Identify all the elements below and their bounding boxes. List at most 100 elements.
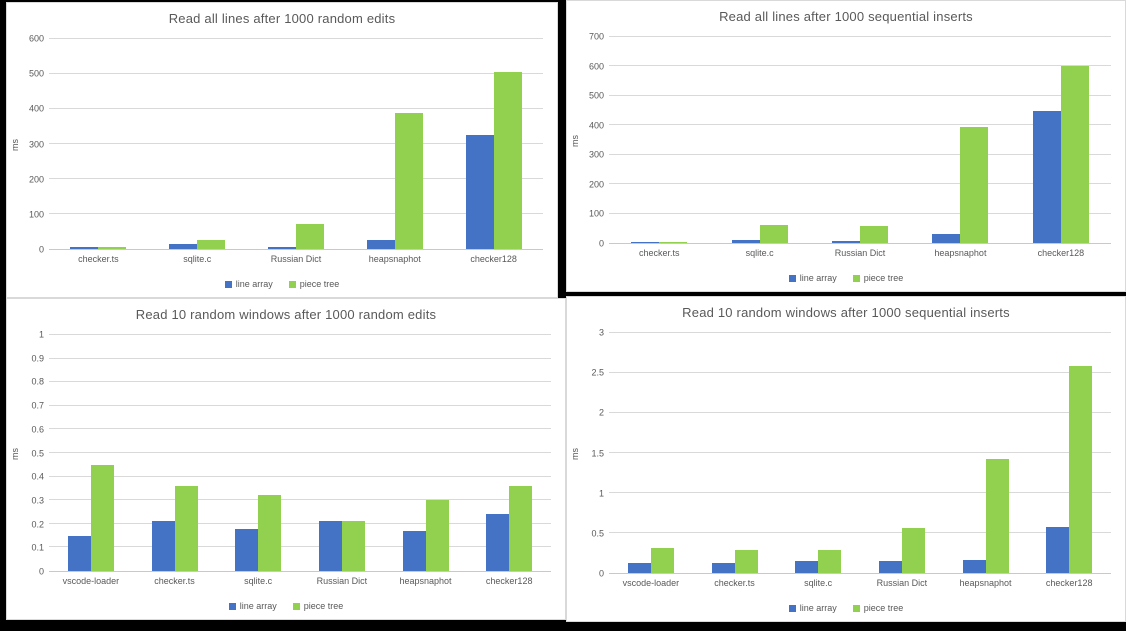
chart-legend: line array piece tree: [7, 593, 565, 619]
gridline: [609, 412, 1111, 414]
gridline: [609, 332, 1111, 333]
bar-piece-tree: [258, 495, 282, 571]
x-axis-category-label: vscode-loader: [62, 576, 120, 586]
bar-piece-tree: [174, 486, 198, 571]
bar-line-array: [878, 561, 902, 573]
bar-groups: [609, 37, 1111, 243]
x-axis-category-label: vscode-loader: [622, 578, 680, 588]
bar-piece-tree: [818, 549, 842, 573]
x-axis-category-label: sqlite.c: [745, 248, 774, 258]
bar-group: [49, 335, 133, 571]
y-tick-label: 3: [598, 327, 604, 338]
y-tick-label: 0.5: [591, 528, 604, 539]
bar-groups: [49, 39, 543, 249]
legend-swatch-piece-tree: [852, 274, 860, 282]
plot-area: [609, 332, 1111, 574]
y-axis: 0 100 200 300 400 500 600: [23, 34, 49, 254]
bar-piece-tree: [960, 126, 989, 243]
x-axis-category-label: Russian Dict: [316, 576, 368, 586]
bar-group: [944, 333, 1028, 573]
y-tick-label: 300: [588, 149, 604, 160]
bar-line-array: [731, 239, 760, 243]
bar-piece-tree: [394, 113, 423, 249]
bar-piece-tree: [295, 223, 324, 249]
bar-piece-tree: [985, 459, 1009, 573]
legend-swatch-piece-tree: [292, 602, 300, 610]
y-tick-label: 1: [598, 488, 604, 499]
y-tick-label: 1.5: [591, 448, 604, 458]
bar-piece-tree: [759, 225, 788, 243]
bar-piece-tree: [901, 528, 925, 573]
legend-swatch-line-array: [228, 602, 236, 610]
y-axis-unit: ms: [567, 333, 583, 574]
bar-piece-tree: [509, 486, 533, 571]
bar-group: [693, 333, 777, 573]
x-axis-category-label: checker.ts: [154, 576, 195, 586]
y-tick-label: 600: [588, 61, 604, 72]
bar-group: [49, 39, 148, 249]
bar-piece-tree: [90, 464, 114, 571]
bar-line-array: [366, 240, 395, 249]
y-tick-label: 200: [28, 174, 44, 185]
y-tick-label: 700: [588, 31, 604, 42]
bar-line-array: [832, 240, 861, 243]
gridline: [49, 213, 543, 215]
gridline: [49, 108, 543, 110]
y-tick-label: 0: [38, 244, 44, 255]
gridline: [609, 183, 1111, 185]
bar-line-array: [631, 241, 660, 243]
y-tick-label: 600: [28, 33, 44, 44]
y-tick-label: 0.4: [31, 471, 44, 482]
bar-group: [860, 333, 944, 573]
gridline: [609, 532, 1111, 534]
plot-area: [49, 38, 543, 250]
bar-line-array: [151, 521, 175, 571]
gridline: [49, 404, 551, 406]
gridline: [49, 452, 551, 453]
gridline: [609, 124, 1111, 126]
gridline: [49, 73, 543, 74]
bar-group: [444, 39, 543, 249]
bar-line-array: [795, 561, 819, 573]
legend-label: piece tree: [863, 603, 904, 613]
y-axis-title: ms: [10, 447, 20, 460]
y-tick-label: 0.1: [31, 542, 44, 553]
legend-item: piece tree: [288, 279, 339, 289]
y-tick-label: 1: [38, 329, 44, 340]
x-axis-category-label: sqlite.c: [804, 578, 833, 588]
y-axis-title: ms: [10, 138, 20, 151]
gridline: [49, 38, 543, 39]
chart-legend: line array piece tree: [567, 595, 1125, 621]
x-axis-category-label: checker128: [470, 254, 517, 264]
gridline: [609, 94, 1111, 96]
legend-item: piece tree: [852, 273, 903, 283]
bar-line-array: [169, 244, 198, 249]
bar-group: [910, 37, 1010, 243]
chart-title: Read 10 random windows after 1000 random…: [135, 307, 437, 322]
bar-group: [810, 37, 910, 243]
legend-item: piece tree: [292, 601, 343, 611]
bar-piece-tree: [1069, 365, 1093, 573]
y-tick-label: 400: [28, 103, 44, 114]
y-tick-label: 2: [598, 407, 604, 418]
gridline: [49, 499, 551, 501]
gridline: [49, 475, 551, 477]
y-tick-label: 100: [588, 208, 604, 219]
y-axis: 0 100 200 300 400 500 600 700: [583, 32, 609, 248]
y-axis: 0 0.1 0.2 0.3 0.4 0.5 0.6 0.7 0.8 0.9 1: [23, 330, 49, 576]
bar-group: [133, 335, 217, 571]
y-tick-label: 0.5: [31, 448, 44, 458]
chart-panel-read-all-lines-random-edits: Read all lines after 1000 random edits m…: [6, 2, 558, 298]
bar-line-array: [962, 560, 986, 573]
y-tick-label: 400: [588, 120, 604, 131]
y-tick-label: 500: [28, 68, 44, 79]
bar-group: [776, 333, 860, 573]
gridline: [49, 522, 551, 524]
bar-group: [247, 39, 346, 249]
chart-legend: line array piece tree: [567, 265, 1125, 291]
gridline: [609, 492, 1111, 494]
bar-piece-tree: [197, 239, 226, 249]
chart-panel-read-all-lines-sequential-inserts: Read all lines after 1000 sequential ins…: [566, 0, 1126, 292]
x-axis-category-label: sqlite.c: [183, 254, 212, 264]
legend-swatch-piece-tree: [288, 280, 296, 288]
